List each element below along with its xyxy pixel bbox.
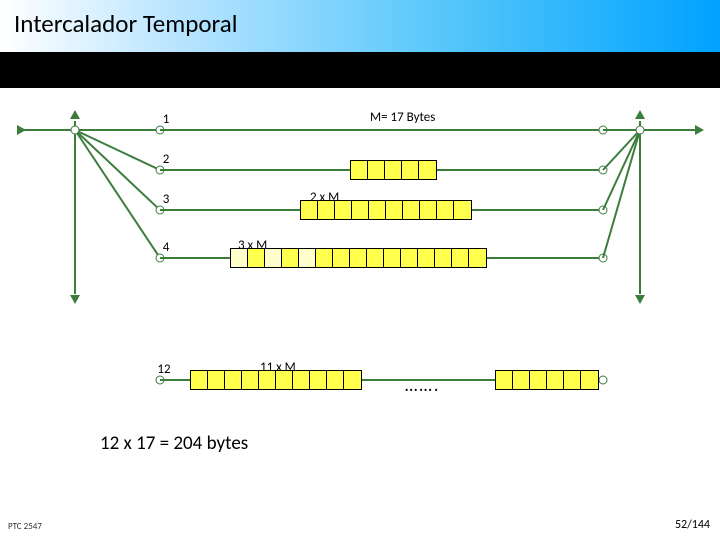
branch-line <box>74 129 160 210</box>
arrow-head-icon <box>17 125 26 135</box>
row-2-cells <box>350 160 437 180</box>
arrow-head-icon <box>70 295 80 304</box>
memory-cell <box>225 371 242 389</box>
branch-line <box>160 129 603 131</box>
memory-cell <box>301 201 318 219</box>
memory-cell <box>385 161 402 179</box>
memory-cell <box>401 249 418 267</box>
branch-line <box>639 121 641 294</box>
memory-cell <box>437 201 454 219</box>
page-title: Intercalador Temporal <box>14 8 237 39</box>
memory-cell <box>452 249 469 267</box>
memory-cell <box>386 201 403 219</box>
arrow-head-icon <box>70 110 80 119</box>
row-3-cells <box>300 200 472 220</box>
memory-cell <box>369 201 386 219</box>
memory-cell <box>344 371 361 389</box>
row-12-cells-right <box>495 370 599 390</box>
memory-cell <box>333 249 350 267</box>
row-12-cells-left <box>190 370 362 390</box>
memory-cell <box>581 371 598 389</box>
memory-cell <box>351 161 368 179</box>
memory-cell <box>419 161 436 179</box>
memory-cell <box>191 371 208 389</box>
memory-cell <box>420 201 437 219</box>
branch-node <box>71 126 80 135</box>
arrow-head-icon <box>635 295 645 304</box>
branch-line <box>603 129 640 131</box>
memory-cell <box>402 161 419 179</box>
footer-right: 52/144 <box>675 518 710 532</box>
row-number: 12 <box>157 362 170 377</box>
memory-cell <box>564 371 581 389</box>
memory-cell <box>435 249 452 267</box>
memory-cell <box>259 371 276 389</box>
memory-cell <box>293 371 310 389</box>
memory-cell <box>316 249 333 267</box>
row-number: 3 <box>163 192 170 207</box>
memory-cell <box>454 201 471 219</box>
branch-node <box>599 376 608 385</box>
row-number: 4 <box>163 240 170 255</box>
memory-cell <box>248 249 265 267</box>
memory-cell <box>418 249 435 267</box>
arrow-head-icon <box>635 110 645 119</box>
memory-cell <box>265 249 282 267</box>
memory-cell <box>352 201 369 219</box>
memory-cell <box>310 371 327 389</box>
memory-cell <box>335 201 352 219</box>
memory-cell <box>231 249 248 267</box>
memory-cell <box>530 371 547 389</box>
branch-node <box>636 126 645 135</box>
memory-cell <box>513 371 530 389</box>
memory-cell <box>367 249 384 267</box>
branch-line <box>20 129 75 131</box>
memory-cell <box>496 371 513 389</box>
branch-line <box>75 129 160 131</box>
branch-line <box>640 129 700 131</box>
row-4-cells <box>230 248 487 268</box>
memory-cell <box>299 249 316 267</box>
memory-cell <box>350 249 367 267</box>
black-band <box>0 52 720 88</box>
memory-cell <box>384 249 401 267</box>
memory-cell <box>276 371 293 389</box>
footer-left: PTC 2547 <box>8 521 42 532</box>
memory-cell <box>318 201 335 219</box>
row-number: 2 <box>163 152 170 167</box>
memory-cell <box>547 371 564 389</box>
memory-cell <box>403 201 420 219</box>
memory-cell <box>282 249 299 267</box>
equation-text: 12 x 17 = 204 bytes <box>100 432 248 455</box>
memory-cell <box>368 161 385 179</box>
memory-cell <box>208 371 225 389</box>
memory-cell <box>327 371 344 389</box>
ellipsis-dots: ……. <box>405 374 440 396</box>
arrow-head-icon <box>695 125 704 135</box>
memory-cell <box>242 371 259 389</box>
branch-line <box>74 121 76 294</box>
row-number: 1 <box>163 112 170 127</box>
memory-cell <box>469 249 486 267</box>
row-annotation: M= 17 Bytes <box>370 110 435 125</box>
